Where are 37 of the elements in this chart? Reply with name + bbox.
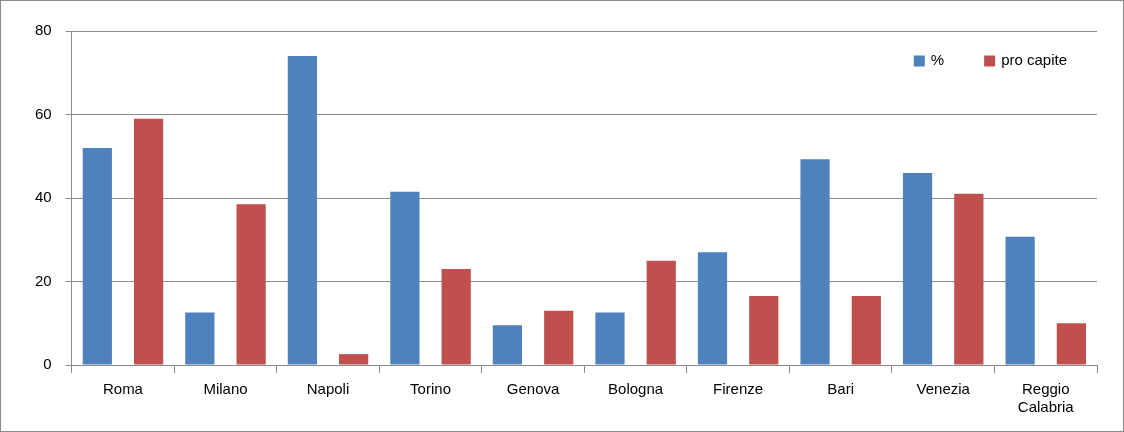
- y-tick-label: 0: [43, 355, 52, 373]
- legend-label: pro capite: [1001, 51, 1067, 69]
- bar: [236, 204, 266, 365]
- bar: [1005, 236, 1035, 365]
- bar: [646, 260, 676, 365]
- bar: [185, 312, 215, 365]
- bar: [492, 325, 523, 365]
- x-tick-label: Genova: [506, 380, 560, 398]
- y-tick-label: 60: [35, 104, 52, 122]
- x-tick-label: Bologna: [608, 380, 664, 398]
- x-tick-label: Reggio Calabria: [1017, 380, 1075, 416]
- bar: [902, 172, 933, 365]
- x-tick-label: Milano: [203, 380, 248, 398]
- y-tick-label: 80: [35, 21, 52, 39]
- y-tick-label: 40: [35, 188, 52, 206]
- x-tick-label: Roma: [102, 380, 144, 398]
- bar: [544, 310, 574, 365]
- bar: [595, 312, 625, 365]
- x-tick-label: Venezia: [916, 380, 971, 398]
- bar: [390, 191, 420, 365]
- bar: [82, 147, 112, 365]
- bar: [800, 159, 830, 365]
- legend-label: %: [930, 51, 945, 69]
- x-tick-label: Torino: [410, 380, 451, 398]
- bar: [133, 118, 164, 365]
- x-tick-label: Bari: [827, 380, 855, 398]
- x-tick-label: Firenze: [713, 380, 764, 398]
- bar: [697, 252, 728, 365]
- bar: [954, 193, 984, 365]
- bar: [1056, 323, 1086, 365]
- bar: [851, 296, 881, 365]
- y-tick-label: 20: [35, 271, 52, 289]
- bar: [441, 268, 471, 365]
- bar: [339, 354, 369, 365]
- bar: [749, 296, 779, 365]
- bar: [287, 56, 317, 365]
- x-tick-label: Napoli: [306, 380, 350, 398]
